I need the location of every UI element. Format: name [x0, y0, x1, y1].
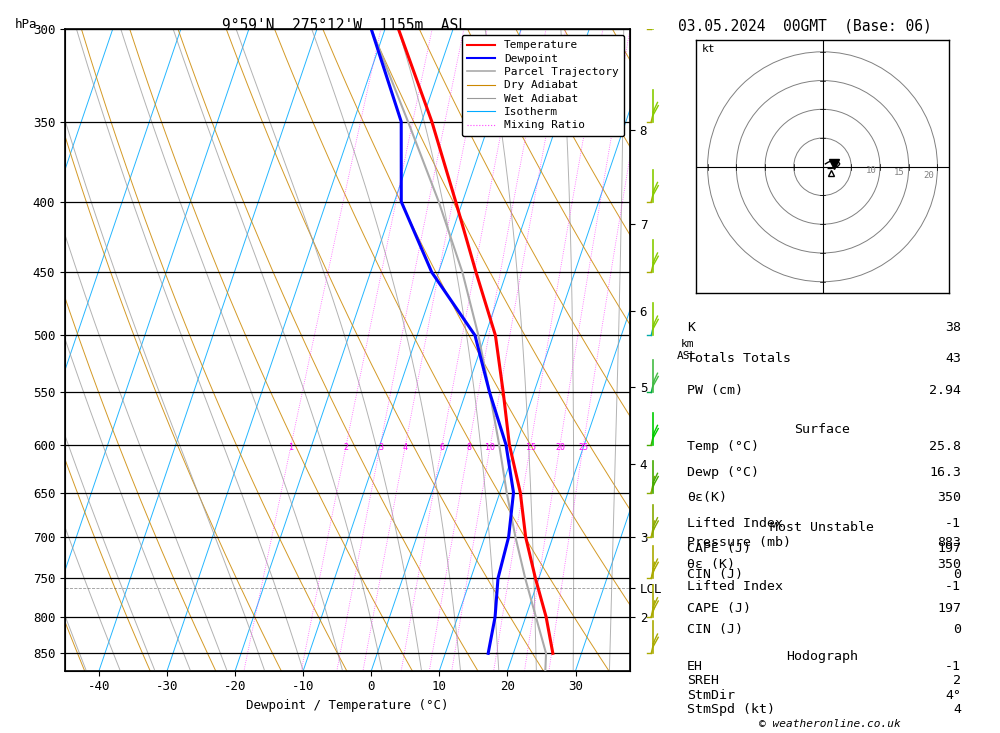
Text: 9°59'N  275°12'W  1155m  ASL: 9°59'N 275°12'W 1155m ASL [222, 18, 468, 33]
Text: kt: kt [702, 44, 715, 54]
Y-axis label: km
ASL: km ASL [677, 339, 697, 361]
Text: 3: 3 [378, 443, 383, 452]
Text: θε(K): θε(K) [687, 491, 727, 504]
Text: 10: 10 [866, 166, 876, 174]
Text: 25.8: 25.8 [929, 440, 961, 453]
Text: 10: 10 [485, 443, 495, 452]
Text: 0: 0 [953, 623, 961, 636]
X-axis label: Dewpoint / Temperature (°C): Dewpoint / Temperature (°C) [246, 699, 449, 712]
Text: CAPE (J): CAPE (J) [687, 542, 751, 555]
Text: 6: 6 [440, 443, 445, 452]
Text: 350: 350 [937, 558, 961, 571]
Text: Surface: Surface [794, 422, 850, 435]
Text: -1: -1 [945, 660, 961, 673]
Text: 2.94: 2.94 [929, 384, 961, 397]
Text: EH: EH [687, 660, 703, 673]
Text: Temp (°C): Temp (°C) [687, 440, 759, 453]
Text: 2: 2 [953, 674, 961, 687]
Text: CIN (J): CIN (J) [687, 623, 743, 636]
Text: 15: 15 [894, 169, 905, 177]
Text: 0: 0 [953, 567, 961, 581]
Text: Dewp (°C): Dewp (°C) [687, 465, 759, 479]
Text: StmDir: StmDir [687, 689, 735, 701]
Text: K: K [687, 320, 695, 334]
Text: Lifted Index: Lifted Index [687, 580, 783, 593]
Text: 03.05.2024  00GMT  (Base: 06): 03.05.2024 00GMT (Base: 06) [678, 18, 932, 33]
Text: 197: 197 [937, 602, 961, 614]
Text: 350: 350 [937, 491, 961, 504]
Text: 16.3: 16.3 [929, 465, 961, 479]
Text: 197: 197 [937, 542, 961, 555]
Text: Most Unstable: Most Unstable [770, 520, 874, 534]
Text: © weatheronline.co.uk: © weatheronline.co.uk [759, 719, 901, 729]
Text: -1: -1 [945, 517, 961, 530]
Text: 4: 4 [403, 443, 408, 452]
Text: Lifted Index: Lifted Index [687, 517, 783, 530]
Text: θε (K): θε (K) [687, 558, 735, 571]
Text: -1: -1 [945, 580, 961, 593]
Text: 883: 883 [937, 536, 961, 549]
Text: 1: 1 [289, 443, 294, 452]
Text: Totals Totals: Totals Totals [687, 353, 791, 366]
Text: 38: 38 [945, 320, 961, 334]
Text: 8: 8 [467, 443, 472, 452]
Text: 15: 15 [526, 443, 536, 452]
Text: Pressure (mb): Pressure (mb) [687, 536, 791, 549]
Text: CAPE (J): CAPE (J) [687, 602, 751, 614]
Text: StmSpd (kt): StmSpd (kt) [687, 703, 775, 716]
Text: 2: 2 [344, 443, 349, 452]
Text: 20: 20 [923, 172, 934, 180]
Text: 20: 20 [555, 443, 565, 452]
Text: SREH: SREH [687, 674, 719, 687]
Text: 25: 25 [578, 443, 588, 452]
Text: CIN (J): CIN (J) [687, 567, 743, 581]
Text: 43: 43 [945, 353, 961, 366]
Legend: Temperature, Dewpoint, Parcel Trajectory, Dry Adiabat, Wet Adiabat, Isotherm, Mi: Temperature, Dewpoint, Parcel Trajectory… [462, 35, 624, 136]
Text: 4°: 4° [945, 689, 961, 701]
Text: Hodograph: Hodograph [786, 650, 858, 663]
Text: hPa: hPa [15, 18, 38, 32]
Text: 4: 4 [953, 703, 961, 716]
Text: PW (cm): PW (cm) [687, 384, 743, 397]
